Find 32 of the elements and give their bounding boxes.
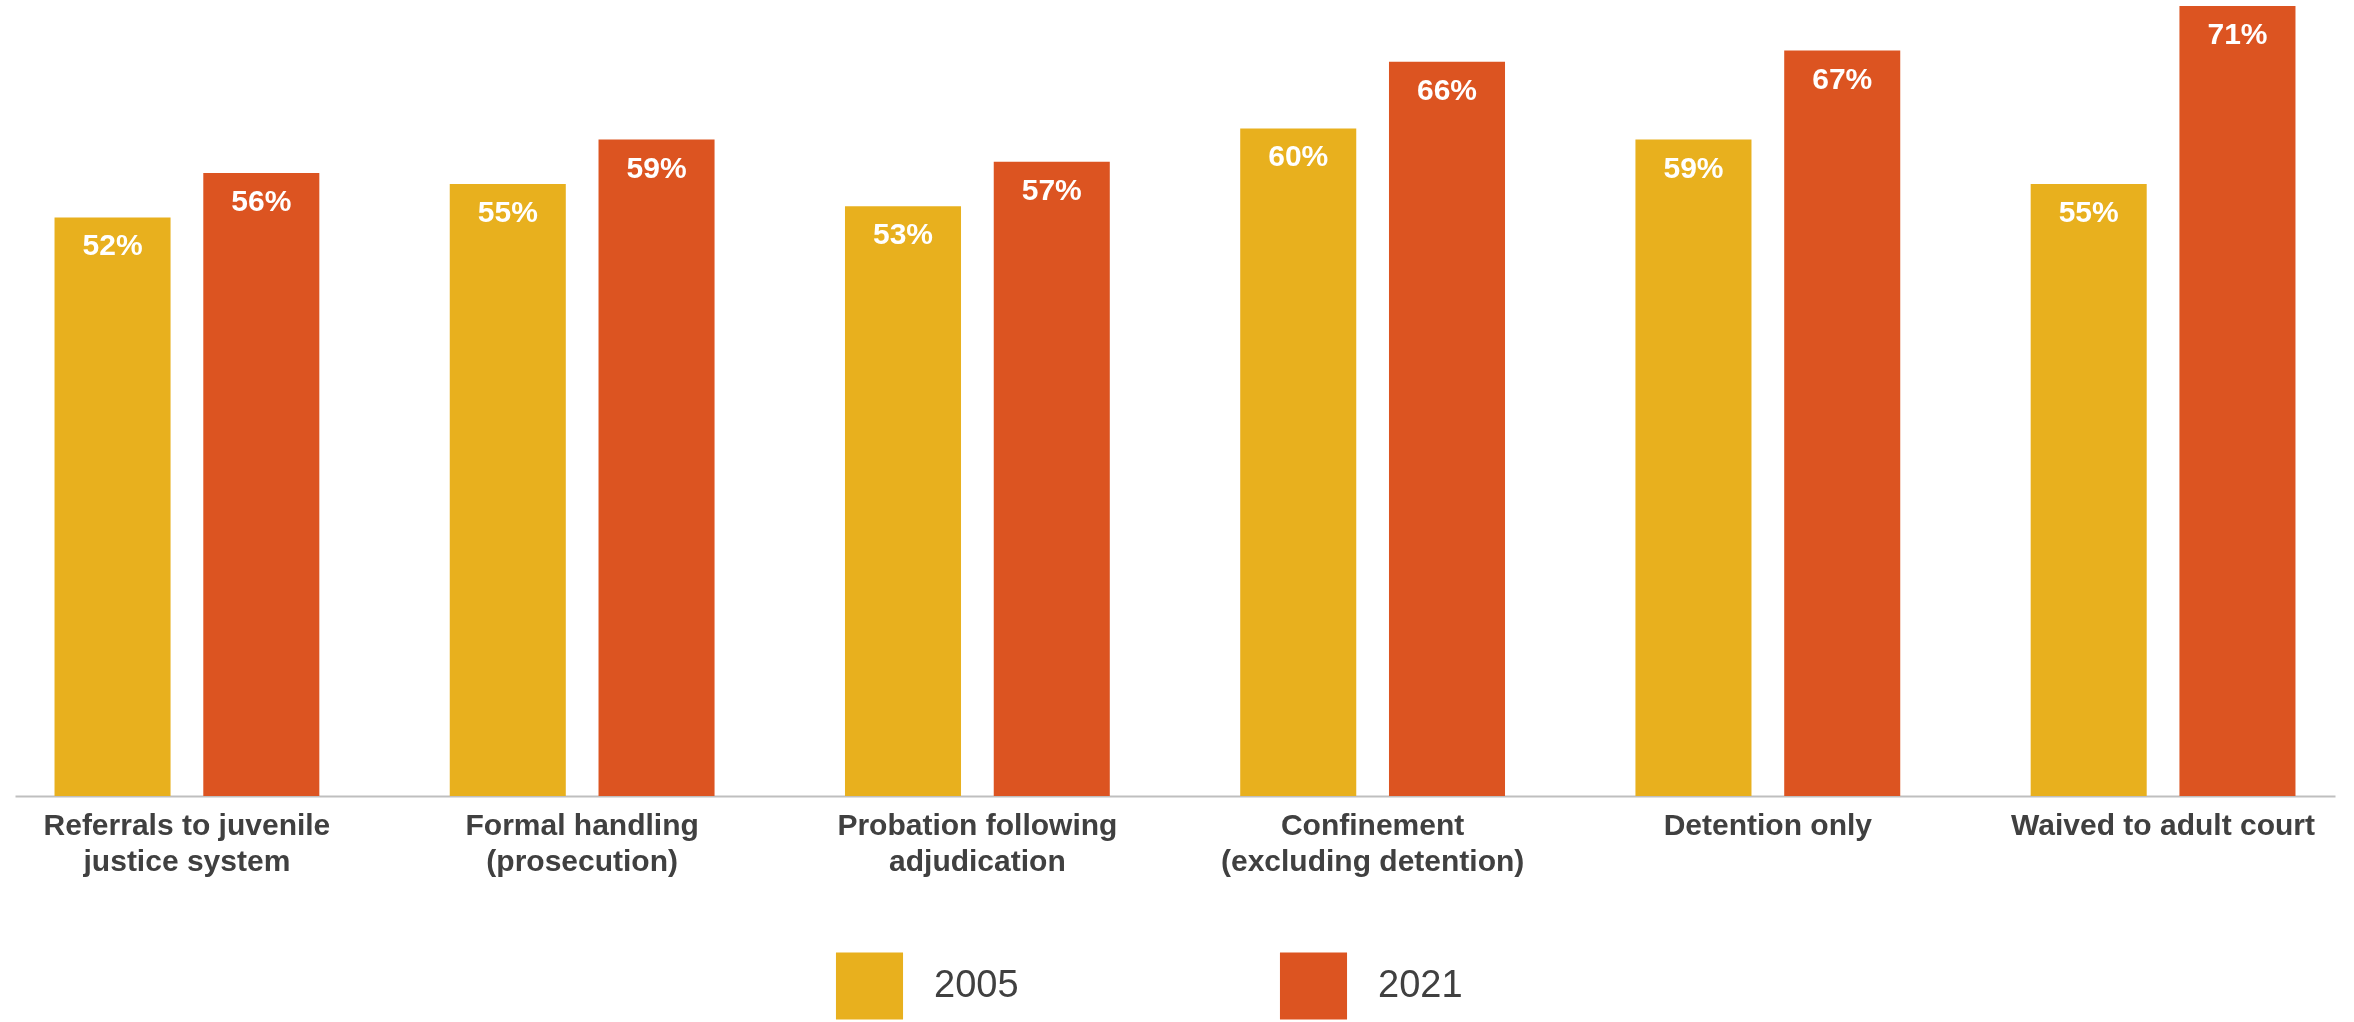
bar [993, 161, 1110, 796]
data-label: 71% [2207, 17, 2268, 50]
bar [1240, 128, 1357, 796]
bar [598, 139, 715, 796]
data-label: 60% [1268, 139, 1329, 173]
data-label: 59% [1663, 150, 1724, 184]
x-tick-label: Confinement (excluding detention) [1220, 807, 1525, 877]
data-label: 55% [477, 195, 538, 229]
bar [2179, 6, 2296, 796]
bar [1784, 50, 1901, 796]
data-label: 52% [82, 228, 143, 262]
x-tick-label: Formal handling (prosecution) [465, 807, 699, 877]
data-label: 56% [231, 183, 292, 217]
x-tick-label: Detention only [1663, 807, 1873, 841]
data-label: 67% [1812, 61, 1873, 95]
data-label: 66% [1416, 72, 1478, 106]
legend-label: 2005 [934, 962, 1019, 1005]
bar [2030, 184, 2147, 796]
x-tick-label: Waived to adult court [2011, 807, 2316, 841]
bar [203, 172, 320, 796]
x-tick-label: Probation following adjudication [837, 807, 1118, 877]
data-label: 53% [872, 217, 934, 251]
legend-label: 2021 [1378, 962, 1463, 1005]
data-label: 57% [1021, 172, 1082, 206]
bar [1388, 61, 1506, 796]
bar [449, 184, 566, 796]
x-tick-label: Referrals to juvenile justice system [43, 807, 331, 877]
data-label: 59% [626, 150, 687, 184]
bar [54, 217, 171, 796]
bar [1635, 139, 1752, 796]
bar [844, 206, 962, 796]
data-label: 55% [2058, 195, 2119, 229]
